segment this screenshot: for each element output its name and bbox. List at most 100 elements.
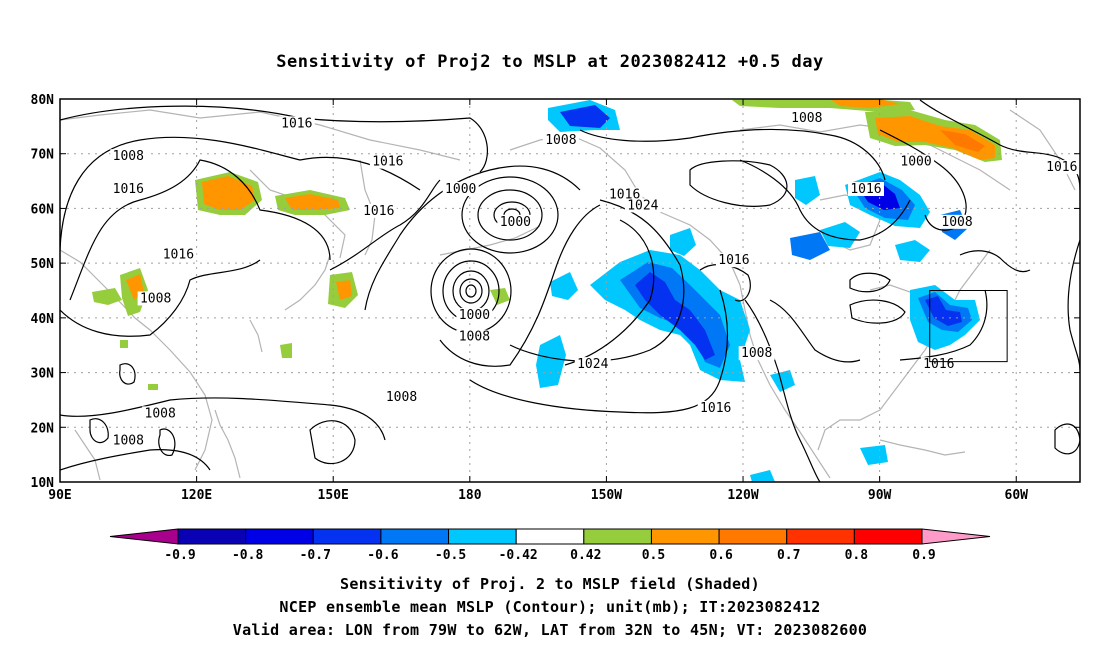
contour-label: 1024 [627, 198, 658, 213]
contour-label-bg [142, 406, 179, 421]
contour-label-bg [738, 346, 775, 361]
grid-lines [60, 99, 1080, 482]
contour-label: 1016 [372, 155, 403, 170]
caption-line-1: Sensitivity of Proj. 2 to MSLP field (Sh… [340, 575, 760, 593]
coast-korea [249, 319, 263, 353]
contour-label: 1016 [718, 253, 749, 268]
contour-label: 1008 [545, 133, 576, 148]
colorbar-tick-label: 0.42 [570, 548, 601, 563]
colorbar-tick-label: -0.5 [435, 548, 466, 563]
coast-caribbean [879, 439, 966, 456]
lon-tick-label: 120W [727, 488, 758, 503]
contour [744, 299, 821, 482]
colorbar-box [853, 528, 923, 545]
contour-label: 1008 [941, 215, 972, 230]
contour-label: 1016 [850, 182, 881, 197]
contour-label-bg [606, 187, 643, 202]
shaded-field [92, 99, 1002, 482]
contour-label-bg [898, 154, 935, 169]
lon-tick-label: 150W [591, 488, 622, 503]
contour-label: 1008 [791, 111, 822, 126]
contour [119, 363, 136, 385]
contour [689, 160, 788, 207]
colorbar-box [177, 528, 247, 545]
contour-label-bg [788, 110, 825, 125]
contour [465, 284, 477, 298]
colorbar: -0.9 -0.8 -0.7 -0.6 -0.5 -0.42 0.42 0.5 0.6 0.7 0.… [109, 528, 991, 563]
colorbar-box [380, 528, 450, 545]
colorbar-tick-label: -0.9 [164, 548, 195, 563]
contour [89, 418, 109, 444]
chart-title: Sensitivity of Proj2 to MSLP at 20230824… [276, 52, 823, 72]
contour-label-bg [383, 389, 420, 404]
coast-gulf-mexico [817, 409, 881, 451]
lat-tick-label: 50N [31, 257, 55, 272]
contour [899, 289, 988, 361]
contour-label: 1016 [1046, 160, 1077, 175]
contour [60, 105, 488, 173]
contour-label-bg [939, 214, 976, 229]
colorbar-tick-label: 0.6 [709, 548, 733, 563]
colorbar-tick-label: 0.5 [642, 548, 665, 563]
contour [69, 159, 331, 301]
colorbar-tick-label: -0.6 [367, 548, 398, 563]
contour-label: 1016 [163, 248, 194, 263]
contour [769, 299, 861, 363]
contour-label-bg [360, 203, 397, 218]
colorbar-tick-label: 0.9 [912, 548, 935, 563]
contour [959, 250, 1031, 273]
map-frame [59, 98, 1081, 483]
lat-tick-label: 80N [31, 93, 55, 108]
lat-tick-label: 70N [31, 148, 55, 163]
caption-line-3: Valid area: LON from 79W to 62W, LAT fro… [233, 621, 868, 639]
contour-label: 1008 [386, 390, 417, 405]
contour [459, 278, 483, 304]
contour-label: 1008 [113, 149, 144, 164]
lon-tick-label: 90E [48, 488, 71, 503]
coast-greenland [1009, 109, 1076, 191]
contour-label: 1008 [741, 346, 772, 361]
colorbar-box [312, 528, 382, 545]
lat-tick-label: 40N [31, 312, 55, 327]
colorbar-box [515, 528, 585, 545]
contour [364, 165, 581, 311]
contour-label: 1016 [923, 357, 954, 372]
contour [564, 219, 655, 366]
shade-negative [536, 100, 980, 482]
contour-label-bg [137, 291, 174, 306]
contour-label-bg [160, 247, 197, 262]
contour [699, 263, 751, 302]
contour [879, 129, 967, 231]
coast-asia-east [60, 249, 213, 471]
colorbar-end-low [109, 528, 179, 545]
contour-label-bg [574, 357, 611, 372]
contour [509, 199, 685, 362]
contour [849, 272, 891, 293]
contour [469, 289, 729, 414]
colorbar-tick-label: 0.7 [777, 548, 800, 563]
colorbar-box [786, 528, 855, 545]
lat-tick-label: 10N [31, 476, 55, 491]
lat-tick-label: 60N [31, 202, 55, 217]
contour [579, 128, 886, 181]
contour-label: 1000 [459, 308, 490, 323]
contour-label-bg [697, 400, 734, 415]
contour-label-bg [715, 253, 752, 268]
contour-label: 1008 [459, 330, 490, 345]
contour-label: 1024 [577, 357, 608, 372]
contour [60, 136, 421, 251]
axis-ticks: 90E 120E 150E 180 150W 120W 90W 60W 10N 20N 30N 40N… [31, 93, 1080, 503]
captions: Sensitivity of Proj. 2 to MSLP field (Sh… [233, 575, 868, 639]
contour-label-bg [369, 154, 406, 169]
contour-label-bg [456, 307, 493, 322]
contour-label-bg [456, 329, 493, 344]
contour-label-bg [442, 182, 479, 197]
colorbar-box [245, 528, 314, 545]
mslp-contours [60, 99, 1080, 482]
contour-label-bg [1043, 160, 1080, 175]
lat-tick-label: 20N [31, 421, 55, 436]
map-panel: 1016 1008 1016 1016 1016 1016 1008 1000 1008 1000… [60, 99, 1080, 482]
contour-label-bg [110, 149, 147, 164]
colorbar-tick-label: 0.8 [845, 548, 869, 563]
contour [1067, 239, 1080, 371]
